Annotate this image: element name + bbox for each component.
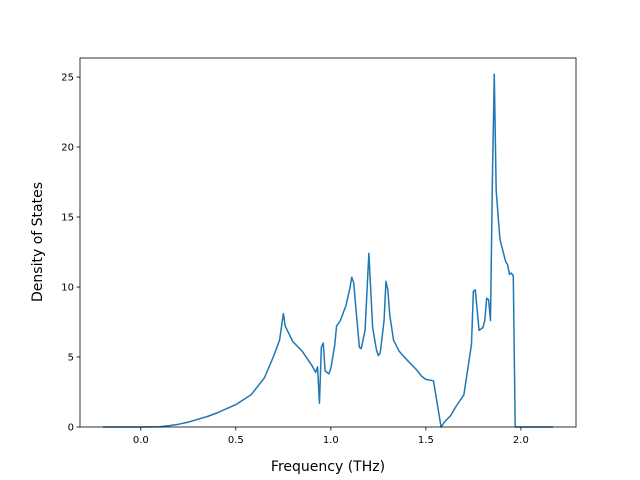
x-tick-label: 0.5 bbox=[228, 435, 244, 446]
x-tick-label: 1.0 bbox=[323, 435, 339, 446]
x-axis-label: Frequency (THz) bbox=[271, 459, 385, 475]
y-tick-label: 10 bbox=[61, 283, 74, 294]
plot-frame bbox=[79, 57, 577, 428]
line bbox=[102, 73, 554, 428]
y-tick-label: 25 bbox=[61, 73, 74, 84]
y-tick-label: 0 bbox=[68, 423, 74, 434]
x-tick-label: 1.5 bbox=[418, 435, 434, 446]
y-tick-label: 5 bbox=[68, 353, 74, 364]
x-tick-label: 2.0 bbox=[513, 435, 529, 446]
x-tick-label: 0.0 bbox=[133, 435, 149, 446]
y-tick-label: 20 bbox=[61, 143, 74, 154]
y-tick-label: 15 bbox=[61, 213, 74, 224]
y-axis-label: Density of States bbox=[30, 182, 46, 302]
